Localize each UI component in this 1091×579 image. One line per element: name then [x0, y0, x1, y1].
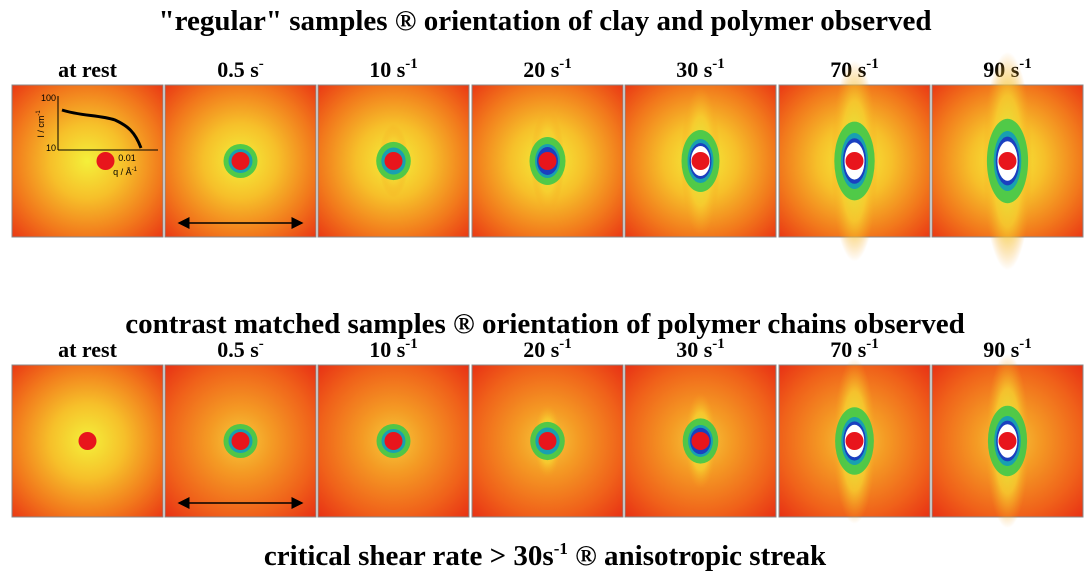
ylabel-text: I / cm — [36, 116, 46, 138]
inset-ytick: 100 — [41, 93, 56, 103]
beamstop — [538, 432, 557, 450]
scattering-pattern — [11, 364, 164, 518]
label-sup: -1 — [712, 336, 725, 352]
label-sup: -1 — [1019, 56, 1032, 72]
scattering-pattern — [317, 364, 470, 518]
inset-ytick: 10 — [46, 143, 56, 153]
beamstop — [231, 152, 250, 170]
beamstop — [538, 152, 557, 170]
scattering-pattern — [778, 358, 931, 524]
label-text: 10 s — [369, 337, 406, 362]
label-sup: -1 — [1019, 336, 1032, 352]
label-text: at rest — [58, 57, 118, 82]
beamstop — [78, 432, 97, 450]
footer: critical shear rate > 30s-1 ® anisotropi… — [264, 539, 827, 572]
ylabel-sup: -1 — [36, 110, 42, 116]
panel-label: 10 s-1 — [369, 56, 418, 82]
label-text: 70 s — [830, 337, 867, 362]
scattering-pattern — [931, 353, 1084, 529]
inset-curve — [61, 108, 143, 149]
scattering-pattern — [164, 84, 317, 238]
label-text: 10 s — [369, 57, 406, 82]
label-sup: -1 — [712, 56, 725, 72]
scattering-pattern — [931, 51, 1084, 271]
beamstop — [998, 152, 1017, 170]
panel-label: 20 s-1 — [523, 336, 572, 362]
panel-label: at rest — [58, 57, 118, 82]
label-text: 0.5 s — [217, 57, 259, 82]
inset-xlabel: q / Å-1 — [113, 167, 138, 177]
pattern-bg — [11, 84, 164, 238]
beamstop — [231, 432, 250, 450]
beamstop — [691, 152, 710, 170]
inset-xtick: 0.01 — [118, 153, 136, 163]
panel-label: 0.5 s- — [217, 336, 264, 362]
scattering-pattern — [778, 60, 931, 262]
beamstop — [384, 152, 403, 170]
beamstop — [691, 432, 710, 450]
scattering-pattern — [164, 364, 317, 518]
inset-ylabel: I / cm-1 — [36, 110, 46, 138]
label-sup: -1 — [559, 336, 572, 352]
scattering-pattern — [624, 84, 777, 238]
panel-label: 10 s-1 — [369, 336, 418, 362]
label-sup: -1 — [405, 336, 418, 352]
label-text: 20 s — [523, 57, 560, 82]
label-text: 30 s — [676, 337, 713, 362]
label-sup: - — [259, 56, 264, 72]
scattering-pattern — [471, 364, 624, 518]
beamstop — [384, 432, 403, 450]
panel-label: 30 s-1 — [676, 336, 725, 362]
beamstop — [845, 152, 864, 170]
panel-label: at rest — [58, 337, 118, 362]
label-sup: -1 — [559, 56, 572, 72]
row-title: contrast matched samples ® orientation o… — [125, 308, 965, 340]
label-sup: - — [259, 336, 264, 352]
label-sup: -1 — [866, 336, 879, 352]
row-title: "regular" samples ® orientation of clay … — [159, 5, 932, 37]
scattering-pattern — [471, 84, 624, 238]
xlabel-text: q / Å — [113, 167, 132, 177]
beamstop — [845, 432, 864, 450]
footer-rest: ® anisotropic streak — [568, 540, 827, 572]
panel-label: 30 s-1 — [676, 56, 725, 82]
panel-label: 70 s-1 — [830, 336, 879, 362]
scattering-pattern — [624, 364, 777, 518]
beamstop — [998, 432, 1017, 450]
label-text: 0.5 s — [217, 337, 259, 362]
footer-sup: -1 — [554, 539, 568, 558]
xlabel-sup: -1 — [132, 167, 138, 173]
footer-text: critical shear rate > 30s — [264, 540, 554, 572]
scattering-pattern — [11, 84, 164, 238]
label-text: 30 s — [676, 57, 713, 82]
beamstop — [96, 152, 115, 170]
panel-label: 20 s-1 — [523, 56, 572, 82]
label-sup: -1 — [405, 56, 418, 72]
label-sup: -1 — [866, 56, 879, 72]
scattering-pattern — [317, 84, 470, 238]
label-text: 20 s — [523, 337, 560, 362]
panel-label: 0.5 s- — [217, 56, 264, 82]
label-text: at rest — [58, 337, 118, 362]
